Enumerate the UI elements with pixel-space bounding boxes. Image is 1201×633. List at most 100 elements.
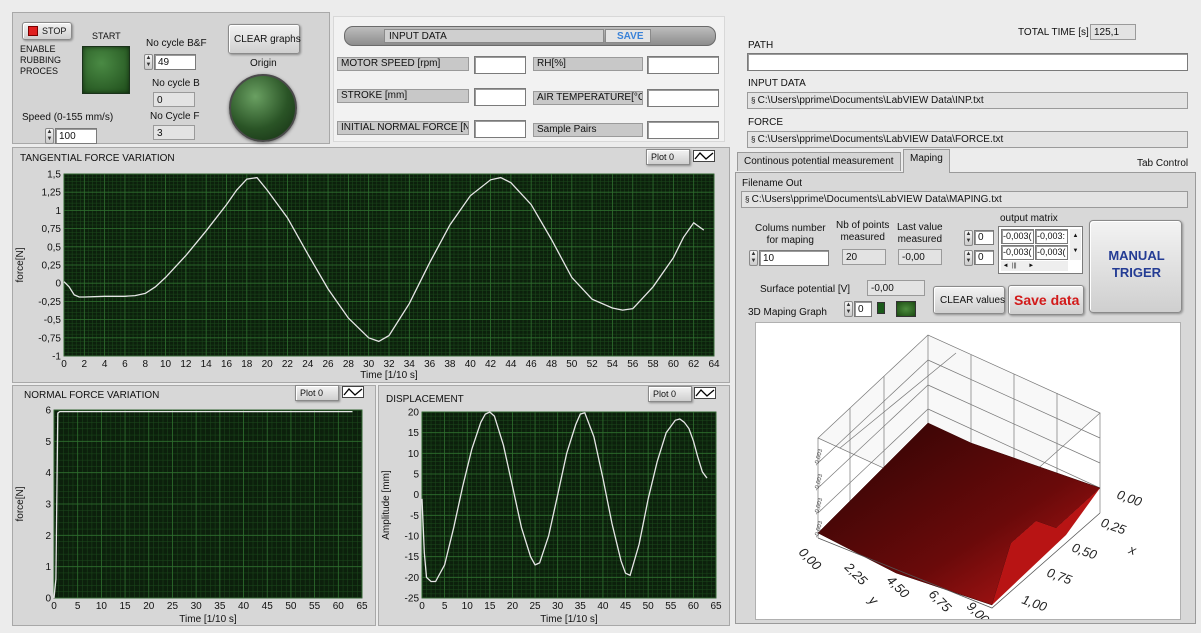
no-cycle-bf-spinner[interactable]: ▲ ▼ xyxy=(144,54,153,70)
clear-values-label: CLEAR values xyxy=(940,295,1006,306)
x-tick-label: 0,50 xyxy=(1070,540,1100,563)
force-path-field: § C:\Users\pprime\Documents\LabVIEW Data… xyxy=(747,131,1188,148)
stroke-field[interactable] xyxy=(474,88,526,106)
stroke-label: STROKE [mm] xyxy=(337,89,469,103)
speed-spinner[interactable]: ▲ ▼ xyxy=(45,128,54,144)
air-temp-field[interactable] xyxy=(647,89,719,107)
columns-label-1: Colums number xyxy=(755,223,826,234)
nb-points-label-2: measured xyxy=(840,232,885,243)
x-tick-label: 10 xyxy=(160,359,172,370)
stop-button[interactable]: STOP xyxy=(22,22,72,40)
origin-button[interactable] xyxy=(229,74,297,142)
x-tick-label: 55 xyxy=(309,601,321,612)
output-matrix[interactable]: -0,003( -0,003: -0,003( -0,003( ▲ ▼ ◄ |||… xyxy=(998,226,1083,274)
matrix-row-spinner[interactable]: ▲ ▼ xyxy=(964,230,973,246)
graph-3d-index[interactable]: 0 xyxy=(854,301,872,317)
motor-speed-field[interactable] xyxy=(474,56,526,74)
axis-y-label: y xyxy=(865,592,882,609)
x-axis-label: Time [1/10 s] xyxy=(360,370,418,380)
normal-chart-title: NORMAL FORCE VARIATION xyxy=(24,390,160,401)
tab-continuous-potential[interactable]: Continous potential measurement xyxy=(737,152,901,171)
tangential-legend[interactable]: Plot 0 xyxy=(646,149,690,165)
no-cycle-bf-label: No cycle B&F xyxy=(146,38,207,49)
displacement-legend-swatch-icon xyxy=(694,387,716,399)
graph-3d-palette-icon[interactable] xyxy=(877,302,885,314)
manual-trigger-button[interactable]: MANUAL TRIGER xyxy=(1089,220,1182,313)
x-tick-label: 50 xyxy=(285,601,297,612)
graph-3d-color-icon[interactable] xyxy=(896,301,916,317)
matrix-col-spinner[interactable]: ▲ ▼ xyxy=(964,250,973,266)
path-field[interactable] xyxy=(747,53,1188,71)
x-tick-label: 0 xyxy=(51,601,57,612)
surface-3d-graph[interactable]: 0,00 2,25 4,50 6,75 9,00 y 0,00 0,25 0,5… xyxy=(756,323,1180,619)
x-tick-label: 2 xyxy=(82,359,88,370)
file-browse-icon[interactable]: § xyxy=(745,195,752,204)
y-tick-label: 20 xyxy=(408,408,420,419)
displacement-legend[interactable]: Plot 0 xyxy=(648,386,692,402)
nb-points-label-1: Nb of points xyxy=(836,220,890,231)
x-tick-label: 25 xyxy=(167,601,179,612)
matrix-horizontal-scrollbar[interactable]: ◄ ||| ► xyxy=(1001,261,1068,271)
no-cycle-bf-field[interactable]: 49 xyxy=(154,54,196,70)
graph-3d-spinner[interactable]: ▲ ▼ xyxy=(844,301,853,317)
save-input-button[interactable]: SAVE xyxy=(605,29,651,43)
speed-field[interactable]: 100 xyxy=(55,128,97,144)
force-path-value: C:\Users\pprime\Documents\LabVIEW Data\F… xyxy=(757,134,1004,145)
surface-3d-frame xyxy=(817,512,1101,609)
initial-force-field[interactable] xyxy=(474,120,526,138)
rh-field[interactable] xyxy=(647,56,719,74)
y-tick-label: -0,5 xyxy=(44,315,62,326)
x-tick-label: 34 xyxy=(404,359,416,370)
x-tick-label: 60 xyxy=(688,601,700,612)
input-data-title-box: INPUT DATA xyxy=(384,29,604,43)
displacement-legend-label: Plot 0 xyxy=(653,389,677,399)
columns-label-2: for maping xyxy=(766,235,814,246)
x-tick-label: 5 xyxy=(442,601,448,612)
file-browse-icon[interactable]: § xyxy=(751,135,758,144)
y-axis-label: force[N] xyxy=(15,486,26,521)
x-tick-label: 40 xyxy=(597,601,609,612)
x-tick-label: 1,00 xyxy=(1020,592,1050,615)
matrix-cell[interactable]: -0,003( xyxy=(1001,245,1034,260)
surface-potential-label: Surface potential [V] xyxy=(760,284,851,295)
x-tick-label: 22 xyxy=(282,359,294,370)
clear-graphs-button[interactable]: CLEAR graphs xyxy=(228,24,301,54)
start-button[interactable] xyxy=(82,46,130,94)
normal-legend[interactable]: Plot 0 xyxy=(295,385,339,401)
x-tick-label: 15 xyxy=(484,601,496,612)
x-tick-label: 50 xyxy=(643,601,655,612)
y-tick-label: 1 xyxy=(55,206,61,217)
tangential-force-chart: 0 2 4 6 8 10 12 14 16 18 20 22 24 26 28 30 32 34 36 38 40 42 4… xyxy=(15,170,720,381)
tab-maping[interactable]: Maping xyxy=(903,149,950,173)
displacement-chart: 0 5 10 15 20 25 30 35 40 45 50 55 60 65-25-20-15-10-5… xyxy=(381,408,722,625)
x-tick-label: 10 xyxy=(96,601,108,612)
save-data-button[interactable]: Save data xyxy=(1008,285,1084,315)
clear-values-button[interactable]: CLEAR values xyxy=(933,286,1005,314)
y-tick-label: 0,00 xyxy=(796,545,825,574)
matrix-cell[interactable]: -0,003( xyxy=(1035,245,1068,260)
y-tick-label: 6 xyxy=(45,406,51,417)
x-tick-label: 48 xyxy=(546,359,558,370)
matrix-vertical-scrollbar[interactable]: ▲ ▼ xyxy=(1070,229,1081,260)
x-tick-label: 64 xyxy=(708,359,720,370)
displacement-chart-title: DISPLACEMENT xyxy=(386,394,464,405)
columns-field[interactable]: 10 xyxy=(759,250,829,266)
matrix-cell[interactable]: -0,003( xyxy=(1001,229,1034,244)
x-tick-label: 45 xyxy=(620,601,632,612)
columns-label: Colums number for maping xyxy=(755,223,826,247)
matrix-row-index[interactable]: 0 xyxy=(974,230,994,245)
matrix-cell[interactable]: -0,003: xyxy=(1035,229,1068,244)
columns-spinner[interactable]: ▲ ▼ xyxy=(749,250,758,266)
matrix-col-index[interactable]: 0 xyxy=(974,250,994,265)
x-tick-label: 0 xyxy=(419,601,425,612)
sample-pairs-field[interactable] xyxy=(647,121,719,139)
file-browse-icon[interactable]: § xyxy=(751,96,758,105)
x-axis-label: Time [1/10 s] xyxy=(540,614,598,624)
x-tick-label: 62 xyxy=(688,359,700,370)
no-cycle-f-label: No Cycle F xyxy=(150,111,200,122)
y-tick-label: 0,75 xyxy=(42,224,62,235)
input-data-path-value: C:\Users\pprime\Documents\LabVIEW Data\I… xyxy=(757,95,984,106)
x-tick-label: 65 xyxy=(710,601,722,612)
last-value-label-1: Last value xyxy=(897,222,943,233)
